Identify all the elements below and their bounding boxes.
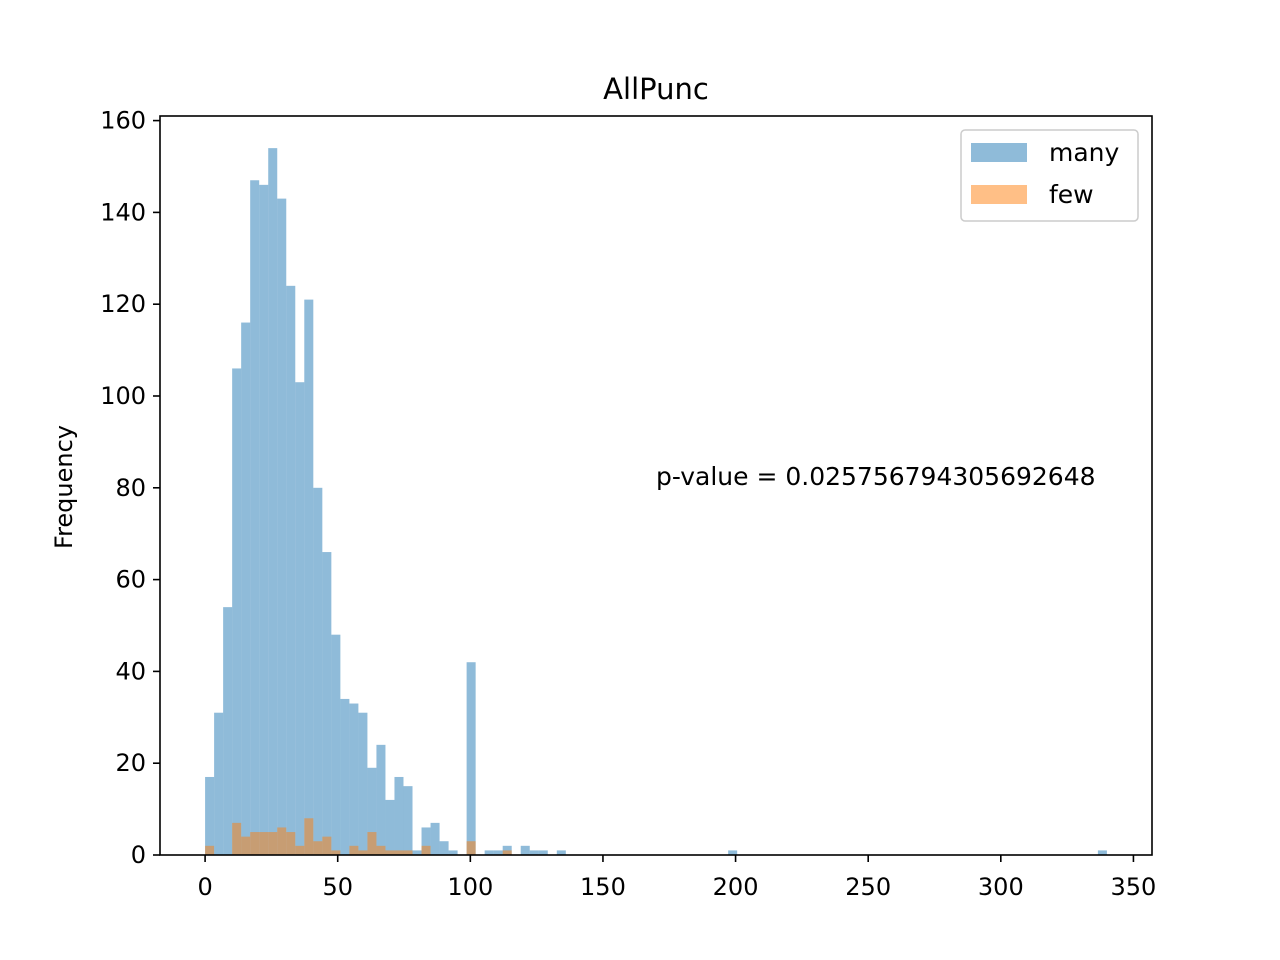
plot-frame [159,115,1153,856]
x-tick-label-50: 50 [322,873,353,901]
bar-few-6 [277,827,287,855]
bar-many-17 [358,712,368,855]
y-tick-label-40: 40 [115,657,146,685]
x-tick-label-100: 100 [447,873,493,901]
bar-many-13 [322,552,332,855]
bar-few-14 [358,850,368,855]
bar-few-17 [385,850,395,855]
bar-few-1 [232,822,242,855]
bar-many-27 [448,850,458,855]
bar-many-21 [394,776,404,855]
bar-few-19 [403,850,413,855]
bar-many-14 [331,634,341,855]
bar-many-19 [376,744,386,855]
bar-many-25 [430,822,440,855]
x-tick-label-250: 250 [845,873,891,901]
bar-few-16 [376,845,386,855]
x-tick-label-200: 200 [713,873,759,901]
bar-many-7 [268,148,278,855]
y-tick-label-80: 80 [115,474,146,502]
bar-many-2 [223,607,233,855]
bar-few-10 [313,841,323,855]
y-tick-label-140: 140 [100,198,146,226]
bar-many-0 [205,776,215,855]
x-tick-label-150: 150 [580,873,626,901]
bar-many-9 [286,285,296,856]
bar-few-2 [241,836,251,855]
bar-many-3 [232,368,242,855]
y-tick-label-100: 100 [100,382,146,410]
bar-few-22 [502,850,512,855]
bar-many-29 [484,850,494,855]
bar-few-13 [349,845,359,855]
bar-few-3 [250,832,260,855]
bar-many-26 [439,841,449,855]
bar-few-12 [331,850,341,855]
bar-many-37 [1097,850,1107,855]
x-tick-label-350: 350 [1111,873,1157,901]
bar-many-4 [241,322,251,855]
bar-many-16 [349,703,359,855]
bar-few-5 [268,832,278,855]
bar-few-9 [304,818,314,855]
bar-many-33 [529,850,539,855]
bar-many-36 [728,850,738,855]
y-tick-label-20: 20 [115,749,146,777]
bar-many-34 [538,850,548,855]
bar-many-1 [214,712,224,855]
y-tick-label-120: 120 [100,290,146,318]
bar-few-0 [205,845,215,855]
legend-label-few: few [1049,180,1094,209]
bar-many-30 [493,850,503,855]
bar-many-23 [412,850,422,855]
y-tick-label-160: 160 [100,107,146,135]
bar-few-20 [421,845,431,855]
legend: many few [960,129,1139,222]
x-tick-label-300: 300 [978,873,1024,901]
y-axis-label: Frequency [50,425,78,549]
bar-many-5 [250,180,260,855]
bar-few-8 [295,845,305,855]
axes-layer: 0 50 100 150 200 250 300 350 0 20 40 60 80 100 120 140 1… [100,107,1156,901]
chart-title: AllPunc [603,72,709,106]
bar-few-21 [466,841,476,855]
y-tick-label-60: 60 [115,566,146,594]
bar-many-12 [313,487,323,855]
bar-many-28 [466,662,476,855]
bar-many-11 [304,299,314,856]
bar-many-15 [340,698,350,855]
bar-many-32 [520,845,530,855]
bars-layer [205,148,1107,856]
p-value-annotation: p-value = 0.025756794305692648 [656,462,1096,491]
bar-many-22 [403,786,413,855]
bar-few-15 [367,832,377,855]
bar-many-8 [277,198,287,855]
y-tick-label-0: 0 [131,841,146,869]
bar-many-20 [385,799,395,855]
bar-few-18 [394,850,404,855]
legend-swatch-many [971,143,1027,162]
bar-few-7 [286,832,296,855]
legend-swatch-few [971,185,1027,204]
bar-many-6 [259,184,269,856]
bar-many-10 [295,382,305,855]
bar-few-11 [322,836,332,855]
bar-many-18 [367,767,377,855]
bar-many-35 [556,850,566,855]
bar-few-4 [259,832,269,855]
legend-label-many: many [1049,138,1120,167]
x-tick-label-0: 0 [197,873,212,901]
bar-many-24 [421,827,431,855]
